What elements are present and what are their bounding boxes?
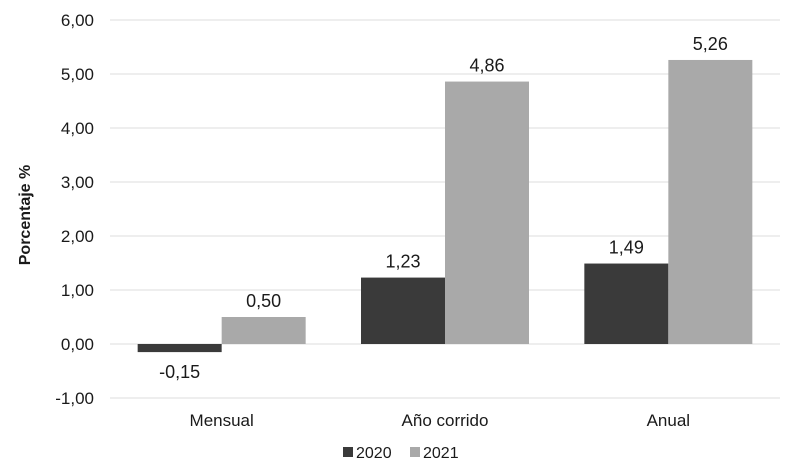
y-tick-label: 0,00	[61, 335, 94, 354]
bar-2020-2	[584, 263, 669, 344]
y-tick-label: 5,00	[61, 65, 94, 84]
legend-swatch	[343, 447, 353, 457]
legend-swatch	[410, 447, 420, 457]
data-label: 5,26	[693, 34, 728, 54]
y-tick-label: 4,00	[61, 119, 94, 138]
bar-2020-1	[361, 277, 445, 344]
bar-2021-2	[668, 59, 753, 345]
y-tick-label: 2,00	[61, 227, 94, 246]
y-tick-label: -1,00	[55, 389, 94, 408]
data-label: 4,86	[469, 56, 504, 76]
legend-entry: 2020	[356, 445, 392, 462]
y-axis-ticks: -1,00 0,00 1,00 2,00 3,00 4,00 5,00 6,00	[55, 11, 94, 408]
data-labels: -0,15 0,50 1,23 4,86 1,49 5,26	[159, 34, 728, 382]
bar-2020-0	[137, 344, 222, 353]
x-category-label: Anual	[647, 411, 690, 430]
x-category-label: Mensual	[190, 411, 254, 430]
data-label: -0,15	[159, 362, 200, 382]
y-axis-label: Porcentaje %	[17, 165, 34, 265]
data-label: 1,49	[609, 238, 644, 258]
y-tick-label: 6,00	[61, 11, 94, 30]
x-category-label: Año corrido	[402, 411, 489, 430]
y-tick-label: 1,00	[61, 281, 94, 300]
legend-entry: 2021	[423, 445, 459, 462]
data-label: 1,23	[385, 252, 420, 272]
x-axis-categories: Mensual Año corrido Anual	[190, 411, 691, 430]
y-tick-label: 3,00	[61, 173, 94, 192]
bars	[137, 59, 753, 353]
bar-2021-0	[221, 317, 306, 344]
bar-2021-1	[445, 81, 529, 344]
data-label: 0,50	[246, 291, 281, 311]
legend: 2020 2021	[343, 445, 459, 462]
